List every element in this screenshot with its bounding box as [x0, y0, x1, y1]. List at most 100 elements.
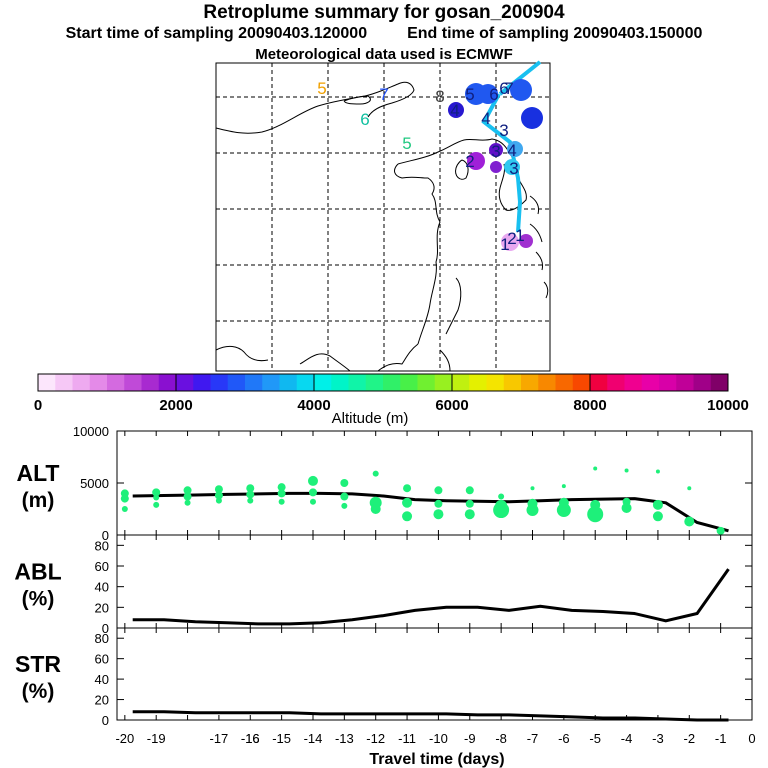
- colorbar-cell: [383, 374, 401, 391]
- plume-circle: [489, 143, 503, 157]
- colorbar-cell: [193, 374, 211, 391]
- colorbar-cell: [141, 374, 160, 391]
- end-time-label: End time of sampling 20090403.150000: [407, 25, 703, 42]
- map-day-label: 2: [507, 229, 516, 248]
- colorbar-cell: [607, 374, 625, 391]
- map-day-label: 2: [465, 152, 474, 171]
- colorbar-cell: [503, 374, 522, 391]
- x-tick-label: -15: [272, 731, 291, 746]
- plume-point: [465, 499, 474, 508]
- colorbar-tick-label: 8000: [573, 397, 606, 414]
- plume-point: [498, 493, 505, 500]
- map-day-label: 3: [499, 121, 508, 140]
- x-tick-label: -3: [652, 731, 664, 746]
- colorbar-cell: [38, 374, 56, 391]
- map-day-label: 1: [515, 226, 524, 245]
- map-day-label: 7: [504, 79, 513, 98]
- plume-point: [184, 499, 191, 506]
- chart-title: Retroplume summary for gosan_200904: [203, 2, 565, 23]
- y-axis-label: ALT: [16, 460, 59, 486]
- map-day-label: 3: [509, 159, 518, 178]
- x-tick-label: -19: [147, 731, 166, 746]
- colorbar-tick-label: 10000: [707, 397, 749, 414]
- plume-point: [340, 492, 349, 501]
- plume-point: [370, 504, 381, 514]
- x-tick-label: -10: [429, 731, 448, 746]
- y-tick-label: 40: [95, 672, 109, 687]
- plume-point: [402, 497, 413, 508]
- x-tick-label: -2: [684, 731, 696, 746]
- plume-circle: [510, 79, 532, 101]
- colorbar-cell: [538, 374, 556, 391]
- x-tick-label: -20: [115, 731, 134, 746]
- y-tick-label: 5000: [80, 476, 109, 491]
- map-day-label: 6: [360, 110, 369, 129]
- plume-point: [465, 486, 474, 495]
- plume-point: [215, 497, 222, 504]
- map-day-label: 4: [507, 141, 516, 160]
- plume-point: [308, 488, 317, 497]
- y-axis-label: STR: [15, 651, 61, 677]
- colorbar-cell: [89, 374, 108, 391]
- plume-point: [434, 499, 443, 508]
- y-tick-label: 0: [102, 621, 109, 636]
- x-tick-label: -7: [527, 731, 539, 746]
- colorbar-cell: [279, 374, 298, 391]
- panel-abl: 0 20 40 60 80 ABL (%): [14, 534, 753, 636]
- plume-circle: [504, 159, 520, 175]
- panel-frame: [116, 534, 753, 629]
- colorbar-cell: [590, 374, 608, 391]
- map-day-label: 5: [465, 85, 474, 104]
- y-tick-label: 0: [102, 713, 109, 728]
- plume-point: [402, 511, 413, 522]
- plume-point: [684, 516, 695, 527]
- colorbar-cell: [124, 374, 142, 391]
- plume-point: [121, 506, 128, 512]
- colorbar-cell: [107, 374, 125, 391]
- x-tick-label: -16: [241, 731, 260, 746]
- colorbar-cell: [624, 374, 643, 391]
- colorbar-cell: [452, 374, 470, 391]
- colorbar-cell: [572, 374, 591, 391]
- plume-point: [340, 479, 349, 487]
- plume-point: [434, 486, 443, 495]
- plume-point: [183, 492, 192, 501]
- series-line: [132, 568, 730, 626]
- plume-point: [655, 469, 660, 474]
- plume-point: [247, 497, 254, 504]
- colorbar-cell: [659, 374, 677, 391]
- map-day-label: 4: [450, 101, 459, 120]
- plume-point: [307, 475, 318, 486]
- plume-point: [214, 491, 223, 500]
- x-tick-label: 0: [748, 731, 755, 746]
- coastlines: [215, 81, 549, 372]
- series-line: [132, 491, 729, 533]
- plume-circle: [448, 102, 464, 118]
- plume-point: [120, 494, 129, 503]
- colorbar-cell: [296, 374, 315, 391]
- map-day-label: 6: [499, 79, 508, 98]
- plume-point: [624, 468, 629, 473]
- y-tick-label: 20: [95, 693, 109, 708]
- colorbar-cell: [245, 374, 263, 391]
- y-axis-unit: (%): [22, 680, 55, 703]
- colorbar-cell: [555, 374, 574, 391]
- plume-point: [277, 483, 286, 492]
- x-tick-label: -8: [495, 731, 507, 746]
- plume-circle: [467, 152, 485, 170]
- plume-point: [152, 488, 161, 497]
- colorbar-cell: [72, 374, 91, 391]
- plume-point: [183, 486, 192, 495]
- plume-point: [246, 484, 255, 493]
- x-tick-label: -9: [464, 731, 476, 746]
- series-line: [132, 710, 729, 722]
- colorbar-cell: [469, 374, 487, 391]
- y-axis-label: ABL: [14, 559, 61, 585]
- colorbar-tick-label: 0: [34, 397, 42, 414]
- colorbar-cell: [348, 374, 367, 391]
- plume-point: [464, 509, 475, 520]
